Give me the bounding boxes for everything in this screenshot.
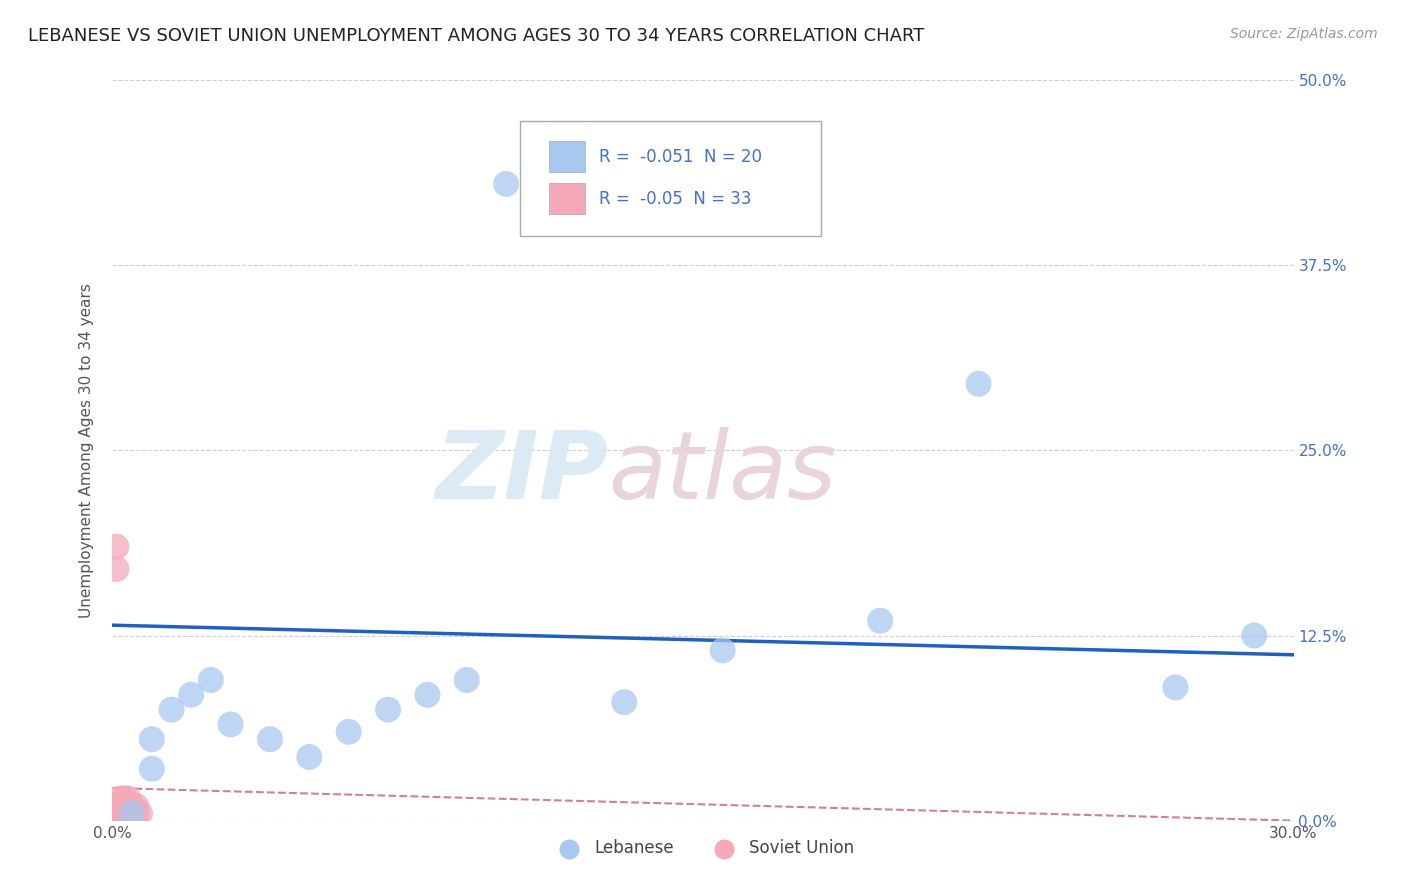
Point: [121, 806, 143, 821]
Point: [121, 798, 143, 813]
Bar: [550, 141, 585, 172]
Point: [110, 798, 132, 813]
Point: [711, 643, 734, 657]
Point: [141, 762, 163, 776]
Point: [105, 798, 128, 813]
Point: [869, 614, 891, 628]
Y-axis label: Unemployment Among Ages 30 to 34 years: Unemployment Among Ages 30 to 34 years: [79, 283, 94, 618]
Point: [105, 814, 128, 828]
Point: [298, 750, 321, 764]
Point: [110, 791, 132, 805]
Point: [180, 688, 202, 702]
Point: [129, 806, 152, 821]
Point: [160, 703, 183, 717]
Point: [110, 806, 132, 821]
Point: [337, 724, 360, 739]
Point: [112, 791, 135, 805]
Point: [613, 695, 636, 709]
Point: [967, 376, 990, 391]
Point: [110, 814, 132, 828]
Point: [110, 798, 132, 813]
Point: [1164, 681, 1187, 695]
Point: [121, 806, 143, 821]
Text: ZIP: ZIP: [436, 426, 609, 518]
Bar: [550, 183, 585, 214]
Point: [219, 717, 242, 731]
Point: [105, 562, 128, 576]
Point: [112, 806, 135, 821]
Text: R =  -0.051  N = 20: R = -0.051 N = 20: [599, 147, 762, 166]
Point: [105, 806, 128, 821]
Point: [110, 814, 132, 828]
Point: [121, 814, 143, 828]
Text: Source: ZipAtlas.com: Source: ZipAtlas.com: [1230, 27, 1378, 41]
Text: LEBANESE VS SOVIET UNION UNEMPLOYMENT AMONG AGES 30 TO 34 YEARS CORRELATION CHAR: LEBANESE VS SOVIET UNION UNEMPLOYMENT AM…: [28, 27, 925, 45]
Point: [105, 814, 128, 828]
Point: [112, 814, 135, 828]
Point: [416, 688, 439, 702]
Point: [105, 806, 128, 821]
Point: [105, 806, 128, 821]
Point: [117, 806, 139, 821]
Text: R =  -0.05  N = 33: R = -0.05 N = 33: [599, 190, 752, 208]
Point: [105, 540, 128, 554]
Point: [117, 791, 139, 805]
Point: [495, 177, 517, 191]
Point: [125, 814, 148, 828]
Point: [259, 732, 281, 747]
Point: [105, 798, 128, 813]
Text: atlas: atlas: [609, 427, 837, 518]
Point: [1243, 628, 1265, 642]
Point: [110, 806, 132, 821]
Point: [200, 673, 222, 687]
Point: [112, 806, 135, 821]
Point: [125, 806, 148, 821]
Point: [112, 798, 135, 813]
Point: [125, 798, 148, 813]
Point: [377, 703, 399, 717]
FancyBboxPatch shape: [520, 121, 821, 235]
Point: [105, 814, 128, 828]
Point: [117, 798, 139, 813]
Point: [456, 673, 478, 687]
Point: [117, 814, 139, 828]
Legend: Lebanese, Soviet Union: Lebanese, Soviet Union: [546, 833, 860, 864]
Point: [141, 732, 163, 747]
